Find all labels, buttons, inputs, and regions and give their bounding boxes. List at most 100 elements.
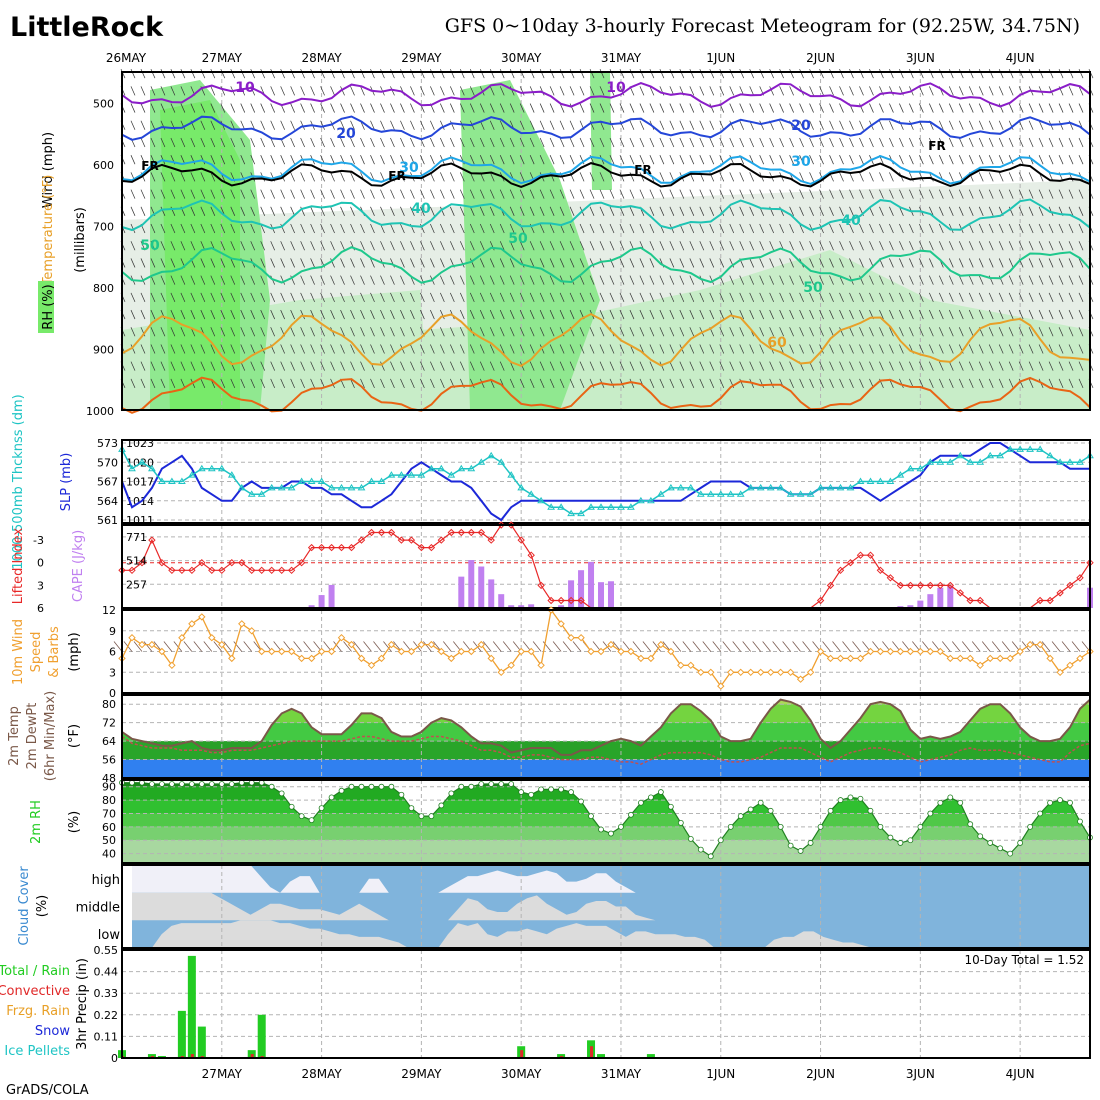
wind-speed-point <box>188 620 196 628</box>
wind-barb <box>479 275 485 285</box>
wind-barb <box>689 309 695 320</box>
wind-barb <box>270 258 276 268</box>
wind-barb <box>629 120 635 130</box>
wind-barb <box>759 292 765 302</box>
lifted-index-point <box>128 566 136 575</box>
wind-barb <box>948 137 954 148</box>
cloud-high-area <box>132 865 1090 893</box>
wind-barb <box>290 137 295 148</box>
wind-barb <box>859 223 864 234</box>
wind-barb <box>250 189 256 199</box>
wind-barb <box>200 155 206 165</box>
wind-barb <box>609 189 615 199</box>
wind-barb <box>978 69 984 79</box>
wind-barb <box>869 172 874 182</box>
wind-barb <box>390 275 395 285</box>
wind-barb <box>489 344 495 354</box>
wind-barb <box>1028 189 1034 199</box>
wind-barb <box>819 223 824 234</box>
wind10m-axis-label-2: Speed <box>29 632 44 673</box>
wind-barb <box>639 309 645 320</box>
wind-barb <box>260 309 266 320</box>
rh2m-point <box>378 783 385 790</box>
wind-barb <box>519 103 525 113</box>
wind-barb <box>380 309 385 320</box>
wind-barb <box>1018 378 1024 389</box>
thickness-point <box>946 458 955 465</box>
wind-barb <box>160 292 166 302</box>
lifted-index-point <box>397 536 406 544</box>
wind-barb <box>400 206 405 216</box>
thickness-point <box>507 471 516 478</box>
wind-barb <box>619 258 625 268</box>
wind-barb <box>789 309 794 320</box>
wind-barb <box>260 275 266 285</box>
rh2m-point <box>757 799 764 806</box>
thickness-point <box>746 483 755 491</box>
wind-barb <box>849 378 854 389</box>
wind-barb <box>709 361 715 371</box>
wind-barb <box>539 103 545 113</box>
wind-barb <box>220 292 226 302</box>
wind-barb <box>978 258 984 268</box>
wind-barb <box>509 275 515 285</box>
wind-barb <box>529 258 535 268</box>
wind-barb <box>140 189 146 199</box>
wind-barb <box>1078 189 1084 199</box>
wind-barb <box>400 69 405 79</box>
wind-barb <box>958 327 964 337</box>
wind-barb <box>150 86 156 96</box>
wind-barb <box>649 378 655 389</box>
wind-barb <box>230 103 236 113</box>
thickness-point <box>597 503 605 510</box>
thickness-point <box>207 464 216 472</box>
wind-barb <box>130 120 136 130</box>
wind-barb-10m <box>1031 641 1041 652</box>
wind-barb <box>599 258 605 268</box>
wind-barb <box>370 327 375 337</box>
wind-barb <box>509 327 515 337</box>
wind-barb <box>669 206 675 216</box>
wind-barb <box>619 292 625 302</box>
wind-barb <box>988 172 994 182</box>
wind-barb <box>1038 69 1044 79</box>
wind-barb <box>948 275 954 285</box>
wind-barb <box>609 361 615 371</box>
wind-barb <box>390 120 395 130</box>
wind-speed-point <box>507 661 515 670</box>
wind-barb <box>420 292 425 302</box>
wind-barb <box>1008 155 1014 165</box>
wind-barb <box>519 206 525 216</box>
wind-barb <box>529 206 535 216</box>
wind-barb <box>499 223 505 234</box>
wind-barb <box>1018 292 1024 302</box>
wind-barb <box>569 241 575 251</box>
wind-barb-10m <box>502 641 512 652</box>
wind-barb <box>430 69 435 79</box>
wind-barb <box>1038 120 1044 130</box>
wind-barb <box>689 258 695 268</box>
rh2m-point <box>178 781 185 787</box>
wind-speed-point <box>247 627 256 635</box>
wind-barb <box>430 292 435 302</box>
wind-barb <box>140 137 146 148</box>
wind-barb <box>879 309 884 320</box>
wind-barb <box>300 361 305 371</box>
wind-barb <box>769 223 774 234</box>
wind-barb <box>958 292 964 302</box>
wind-barb <box>240 69 246 79</box>
wind-barb <box>519 344 525 354</box>
wind-barb <box>579 172 585 182</box>
wind-barb <box>330 292 335 302</box>
wind-barb <box>899 327 904 337</box>
rh-shade <box>160 100 240 410</box>
rh2m-point <box>777 823 784 830</box>
wind-barb <box>330 206 335 216</box>
wind-legend-label: Wind (mph) <box>41 132 56 208</box>
wind-barb <box>549 155 555 165</box>
wind-barb-10m <box>772 641 781 652</box>
wind-barb <box>469 378 475 389</box>
wind-barb <box>330 361 335 371</box>
wind-barb <box>1078 378 1084 389</box>
wind-barb <box>589 189 595 199</box>
